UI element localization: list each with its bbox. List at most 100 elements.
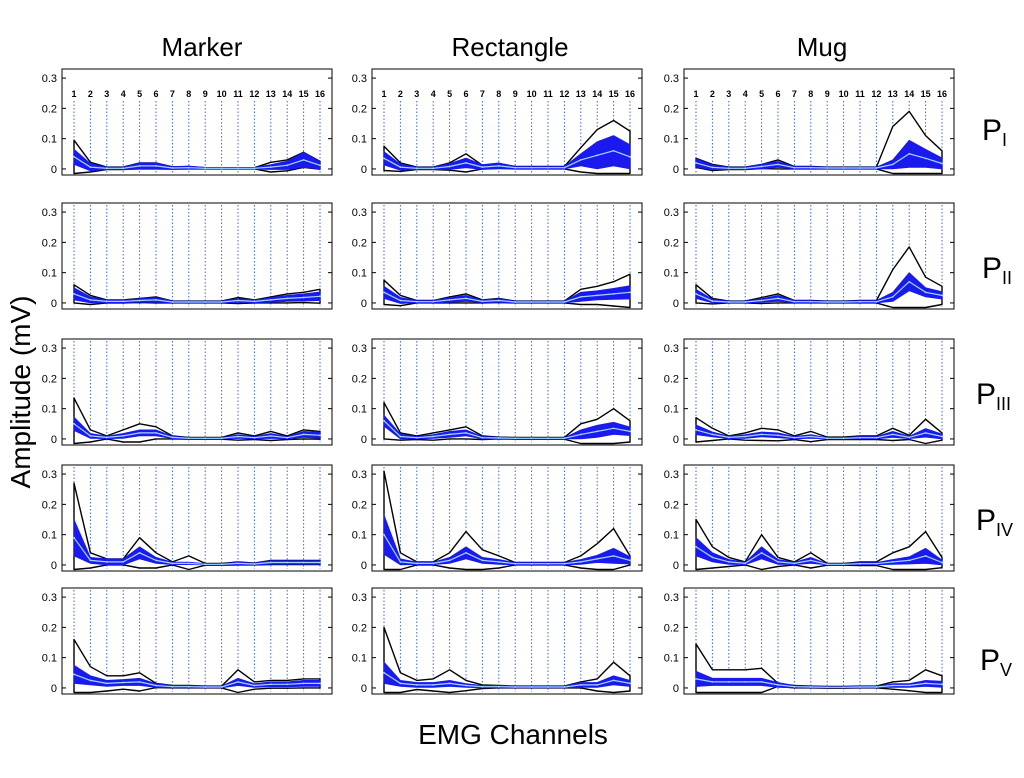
channel-label: 8 (808, 89, 813, 99)
channel-label: 16 (937, 89, 947, 99)
y-tick-label: 0 (361, 683, 367, 695)
channel-label: 7 (480, 89, 485, 99)
mean-line (695, 280, 943, 303)
mean-point (809, 686, 812, 688)
panel-frame (61, 202, 333, 310)
mean-point (237, 435, 239, 438)
channel-label: 3 (414, 89, 419, 99)
std-band (695, 536, 943, 566)
mean-point (220, 167, 223, 170)
std-band (383, 514, 631, 566)
channel-label: 3 (726, 89, 731, 99)
mean-point (269, 435, 272, 437)
y-tick-label: 0 (51, 164, 57, 176)
mean-point (727, 561, 730, 563)
mean-point (629, 559, 631, 562)
mean-point (826, 563, 829, 566)
panel-mug-pv: 0 0.1 0.2 0.3 (664, 587, 955, 695)
mean-point (875, 436, 878, 439)
mean-point (155, 559, 157, 562)
mean-point (399, 682, 402, 685)
channel-label: 16 (625, 89, 635, 99)
mean-point (579, 295, 582, 298)
channel-label: 10 (839, 89, 849, 99)
channel-label: 11 (543, 89, 553, 99)
mean-point (220, 563, 223, 566)
y-tick-label: 0.2 (664, 499, 679, 511)
channel-label: 7 (170, 89, 175, 99)
outer-envelope (383, 626, 631, 694)
panel-mug-pi: 00.10.20.31 2 3 4 5 6 7 8 9 10 11 12 13 14 15 16 (664, 68, 955, 176)
mean-point (826, 301, 829, 303)
mean-point (612, 554, 615, 557)
mean-point (302, 561, 305, 564)
mean-point (695, 677, 697, 680)
mean-point (547, 437, 549, 440)
mean-point (547, 301, 549, 303)
mean-point (908, 436, 911, 439)
mean-point (122, 167, 125, 170)
mean-point (760, 551, 763, 554)
mean-point (319, 434, 321, 437)
mean-point (448, 299, 451, 301)
y-tick-label: 0.3 (352, 592, 367, 604)
mean-point (138, 299, 141, 302)
row-label-p3-main: P (976, 378, 996, 411)
std-band (383, 661, 631, 689)
y-tick-label: 0.1 (352, 404, 367, 416)
y-tick-label: 0.2 (352, 237, 367, 249)
channel-label: 10 (527, 89, 537, 99)
mean-point (530, 562, 533, 565)
mean-point (563, 166, 566, 169)
channel-label: 15 (609, 89, 619, 99)
mean-point (465, 161, 467, 164)
mean-point (859, 562, 861, 565)
mean-point (237, 167, 239, 170)
mean-point (415, 300, 418, 303)
channel-label: 13 (576, 89, 586, 99)
mean-point (777, 163, 779, 166)
channel-label: 3 (104, 89, 109, 99)
mean-point (941, 561, 943, 564)
mean-point (842, 563, 845, 566)
mean-point (793, 436, 796, 439)
mean-point (777, 561, 779, 563)
y-tick-label: 0.3 (352, 207, 367, 219)
mean-point (760, 165, 763, 168)
mean-point (253, 167, 256, 170)
y-tick-label: 0.3 (664, 592, 679, 604)
std-band (695, 139, 943, 171)
mean-point (105, 682, 108, 685)
panel-rectangle-pv: 0 0.1 0.2 0.3 (352, 587, 643, 695)
channel-label: 12 (559, 89, 569, 99)
column-title-mug: Mug (797, 32, 848, 62)
mean-point (122, 300, 125, 303)
mean-point (286, 164, 289, 167)
mean-point (383, 419, 385, 422)
channel-label: 4 (431, 89, 436, 99)
row-label-p4-sub: IV (996, 520, 1013, 540)
y-tick-label: 0.3 (664, 343, 679, 355)
mean-point (187, 685, 190, 688)
mean-line (383, 672, 631, 688)
mean-point (204, 301, 207, 303)
mean-point (171, 167, 174, 169)
mean-point (269, 561, 272, 564)
mean-point (612, 149, 615, 152)
mean-point (73, 673, 75, 676)
mean-point (171, 301, 174, 303)
mean-point (547, 562, 549, 565)
mean-point (105, 436, 108, 439)
mean-point (432, 435, 435, 438)
mean-point (514, 437, 517, 440)
mean-point (122, 681, 125, 684)
mean-point (73, 292, 75, 295)
mean-point (859, 167, 861, 169)
mean-point (220, 686, 223, 688)
y-tick-label: 0.3 (42, 592, 57, 604)
mean-point (695, 428, 697, 431)
channel-label: 5 (137, 89, 142, 99)
y-tick-label: 0 (673, 434, 679, 446)
svg-text:PIV: PIV (976, 504, 1013, 540)
mean-point (875, 300, 878, 303)
